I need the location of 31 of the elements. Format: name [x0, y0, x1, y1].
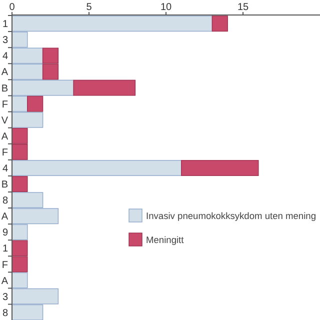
y-tick-label: 4: [2, 164, 8, 174]
y-tick-label: A: [1, 276, 8, 287]
bar: [12, 160, 182, 176]
legend-label: Meningitt: [146, 235, 184, 245]
bar: [212, 16, 228, 32]
x-tick-label: 15: [237, 2, 249, 13]
y-tick-label: B: [1, 83, 8, 94]
x-tick-label: 10: [160, 2, 172, 13]
y-tick-label: A: [1, 67, 8, 78]
legend-label: Invasiv pneumokokksykdom uten mening: [146, 211, 316, 221]
y-tick-label: F: [2, 99, 8, 110]
y-tick-label: 8: [2, 196, 8, 207]
y-tick-label: A: [1, 131, 8, 142]
y-tick-label: 3: [2, 292, 8, 303]
y-tick-label: F: [2, 260, 8, 271]
bar: [12, 176, 28, 192]
y-tick-label: B: [1, 180, 8, 191]
y-tick-label: 1: [2, 19, 8, 30]
bar: [73, 80, 136, 96]
x-tick-label: 0: [9, 2, 16, 13]
y-tick-label: V: [1, 115, 8, 126]
y-tick-label: 4: [2, 51, 8, 62]
y-tick-label: 8: [2, 308, 8, 319]
bar: [27, 96, 44, 112]
y-tick-label: 9: [2, 228, 8, 239]
y-tick-label: 3: [2, 35, 8, 46]
y-tick-label: A: [1, 212, 8, 223]
bar: [181, 160, 259, 176]
y-tick-label: F: [2, 147, 8, 158]
x-tick-label: 5: [86, 2, 92, 13]
y-tick-label: 1: [2, 244, 8, 255]
